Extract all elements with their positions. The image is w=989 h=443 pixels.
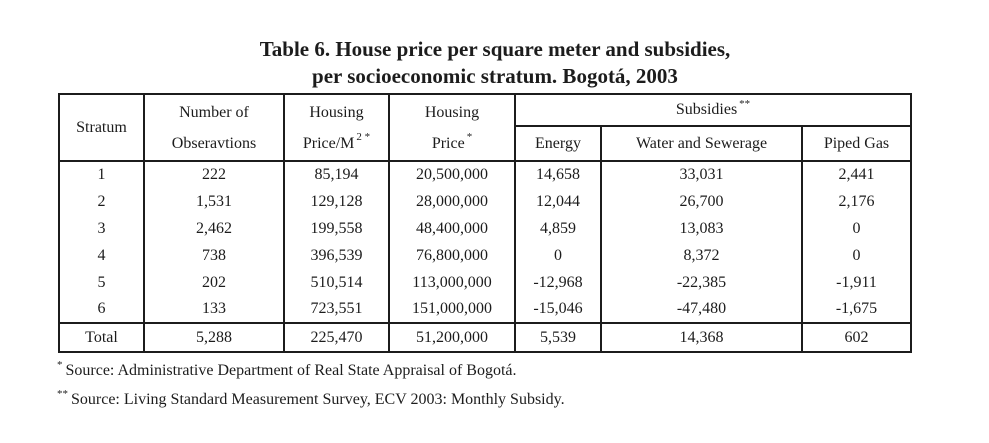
cell-observations: 1,531: [143, 188, 285, 215]
table-row-stratum-3: 3 2,462 199,558 48,400,000 4,859 13,083 …: [58, 215, 912, 242]
superscript-subsidies-stars: **: [739, 97, 751, 110]
cell-total-price-m2: 225,470: [283, 322, 390, 352]
header-subsidies: Subsidies **: [514, 94, 912, 127]
cell-stratum: 2: [58, 188, 145, 215]
cell-water: 33,031: [600, 161, 803, 188]
footnote-2-marker: **: [57, 387, 68, 400]
cell-water: 8,372: [600, 242, 803, 269]
table-row-stratum-2: 2 1,531 129,128 28,000,000 12,044 26,700…: [58, 188, 912, 215]
cell-total-price: 51,200,000: [388, 322, 516, 352]
cell-observations: 2,462: [143, 215, 285, 242]
header-housing-price: Housing Price *: [388, 94, 516, 162]
cell-energy: 4,859: [514, 215, 602, 242]
cell-stratum: 1: [58, 161, 145, 188]
cell-stratum: 3: [58, 215, 145, 242]
cell-stratum: 4: [58, 242, 145, 269]
table-title: Table 6. House price per square meter an…: [55, 36, 935, 90]
cell-observations: 738: [143, 242, 285, 269]
data-table: Stratum Number of Obseravtions Housing P…: [58, 93, 912, 353]
header-subsidies-label: Subsidies: [675, 101, 738, 118]
cell-total-observations: 5,288: [143, 322, 285, 352]
cell-gas: 0: [801, 242, 912, 269]
table-row-total: Total 5,288 225,470 51,200,000 5,539 14,…: [58, 322, 912, 352]
header-housing-price-line2: Price *: [392, 128, 512, 159]
cell-price: 113,000,000: [388, 269, 516, 296]
cell-gas: 0: [801, 215, 912, 242]
footnote-source-survey: ** Source: Living Standard Measurement Su…: [57, 387, 565, 410]
cell-energy: 12,044: [514, 188, 602, 215]
cell-observations: 133: [143, 296, 285, 323]
cell-total-water: 14,368: [600, 322, 803, 352]
cell-total-gas: 602: [801, 322, 912, 352]
footnote-1-marker: *: [57, 358, 63, 371]
cell-water: -22,385: [600, 269, 803, 296]
header-housing-price-m2-line1: Housing: [309, 103, 364, 121]
footnote-1-text: Source: Administrative Department of Rea…: [65, 362, 517, 379]
header-observations-line1: Number of: [179, 103, 249, 121]
header-housing-price-line1: Housing: [424, 103, 480, 121]
cell-energy: 14,658: [514, 161, 602, 188]
cell-price: 28,000,000: [388, 188, 516, 215]
cell-price-m2: 723,551: [283, 296, 390, 323]
footnote-2-text: Source: Living Standard Measurement Surv…: [71, 391, 565, 408]
table-row-stratum-1: 1 222 85,194 20,500,000 14,658 33,031 2,…: [58, 161, 912, 188]
cell-price-m2: 85,194: [283, 161, 390, 188]
cell-price: 76,800,000: [388, 242, 516, 269]
footnote-source-appraisal: * Source: Administrative Department of Re…: [57, 358, 517, 381]
cell-water: 26,700: [600, 188, 803, 215]
cell-observations: 222: [143, 161, 285, 188]
header-housing-price-m2-line2: Price/M 2 *: [287, 128, 386, 159]
table-row-stratum-5: 5 202 510,514 113,000,000 -12,968 -22,38…: [58, 269, 912, 296]
header-housing-price-label: Price: [431, 134, 465, 152]
table-row-stratum-6: 6 133 723,551 151,000,000 -15,046 -47,48…: [58, 296, 912, 323]
cell-gas: 2,176: [801, 188, 912, 215]
cell-energy: -12,968: [514, 269, 602, 296]
superscript-price-star: *: [466, 131, 473, 144]
cell-water: 13,083: [600, 215, 803, 242]
cell-stratum: 6: [58, 296, 145, 323]
header-observations: Number of Obseravtions: [143, 94, 285, 162]
cell-price-m2: 396,539: [283, 242, 390, 269]
table-title-line1: Table 6. House price per square meter an…: [259, 37, 731, 61]
table-row-stratum-4: 4 738 396,539 76,800,000 0 8,372 0: [58, 242, 912, 269]
header-piped-gas: Piped Gas: [801, 126, 912, 162]
header-observations-line2: Obseravtions: [171, 134, 257, 152]
cell-price: 151,000,000: [388, 296, 516, 323]
cell-total-label: Total: [58, 322, 145, 352]
cell-price: 20,500,000: [388, 161, 516, 188]
cell-gas: 2,441: [801, 161, 912, 188]
superscript-m2-star: 2 *: [356, 131, 371, 144]
header-housing-price-m2: Housing Price/M 2 *: [283, 94, 390, 162]
cell-gas: -1,675: [801, 296, 912, 323]
cell-observations: 202: [143, 269, 285, 296]
cell-total-energy: 5,539: [514, 322, 602, 352]
header-energy: Energy: [514, 126, 602, 162]
header-stratum: Stratum: [58, 94, 145, 162]
cell-energy: -15,046: [514, 296, 602, 323]
header-housing-price-m2-label: Price/M: [302, 134, 355, 152]
cell-price: 48,400,000: [388, 215, 516, 242]
cell-price-m2: 129,128: [283, 188, 390, 215]
cell-price-m2: 199,558: [283, 215, 390, 242]
cell-water: -47,480: [600, 296, 803, 323]
cell-energy: 0: [514, 242, 602, 269]
table-title-line2: per socioeconomic stratum. Bogotá, 2003: [312, 64, 678, 88]
cell-stratum: 5: [58, 269, 145, 296]
cell-gas: -1,911: [801, 269, 912, 296]
cell-price-m2: 510,514: [283, 269, 390, 296]
header-water-and-sewerage: Water and Sewerage: [600, 126, 803, 162]
